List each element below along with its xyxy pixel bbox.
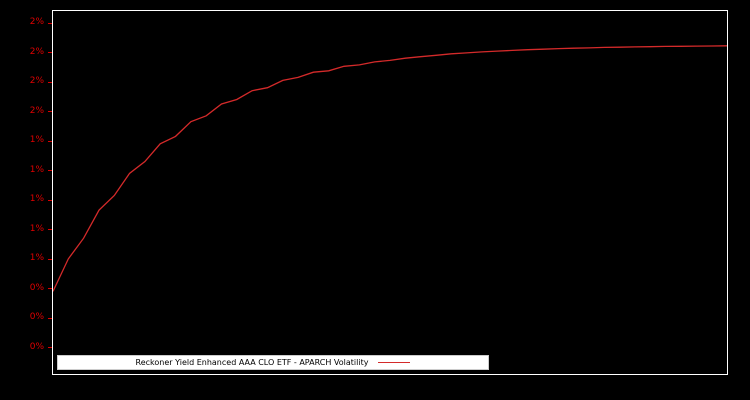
legend-line-sample: [378, 362, 411, 363]
y-tick-mark: [48, 229, 52, 231]
y-tick-label: 1%: [29, 194, 44, 205]
y-tick-label: 0%: [29, 282, 44, 293]
y-tick-mark: [48, 140, 52, 142]
y-tick-label: 2%: [29, 105, 44, 116]
y-tick-mark: [48, 170, 52, 172]
volatility-line-chart: [53, 45, 727, 292]
y-tick-label: 2%: [29, 76, 44, 87]
y-tick-mark: [48, 111, 52, 113]
y-tick-label: 1%: [29, 135, 44, 146]
y-tick-mark: [48, 258, 52, 260]
y-tick-label: 0%: [29, 312, 44, 323]
y-tick-mark: [48, 22, 52, 24]
y-tick-label: 1%: [29, 223, 44, 234]
y-tick-mark: [48, 52, 52, 54]
y-tick-label: 1%: [29, 164, 44, 175]
y-tick-mark: [48, 317, 52, 319]
legend-label: Reckoner Yield Enhanced AAA CLO ETF - AP…: [135, 358, 369, 367]
y-tick-label: 2%: [29, 46, 44, 57]
y-tick-mark: [48, 347, 52, 349]
plot-area: [52, 10, 728, 375]
y-tick-mark: [48, 81, 52, 83]
y-tick-label: 0%: [29, 341, 44, 352]
y-tick-label: 1%: [29, 253, 44, 264]
aparch-volatility-line: [53, 45, 727, 292]
y-tick-mark: [48, 288, 52, 290]
legend: Reckoner Yield Enhanced AAA CLO ETF - AP…: [57, 355, 489, 370]
y-tick-label: 2%: [29, 17, 44, 28]
y-tick-mark: [48, 199, 52, 201]
